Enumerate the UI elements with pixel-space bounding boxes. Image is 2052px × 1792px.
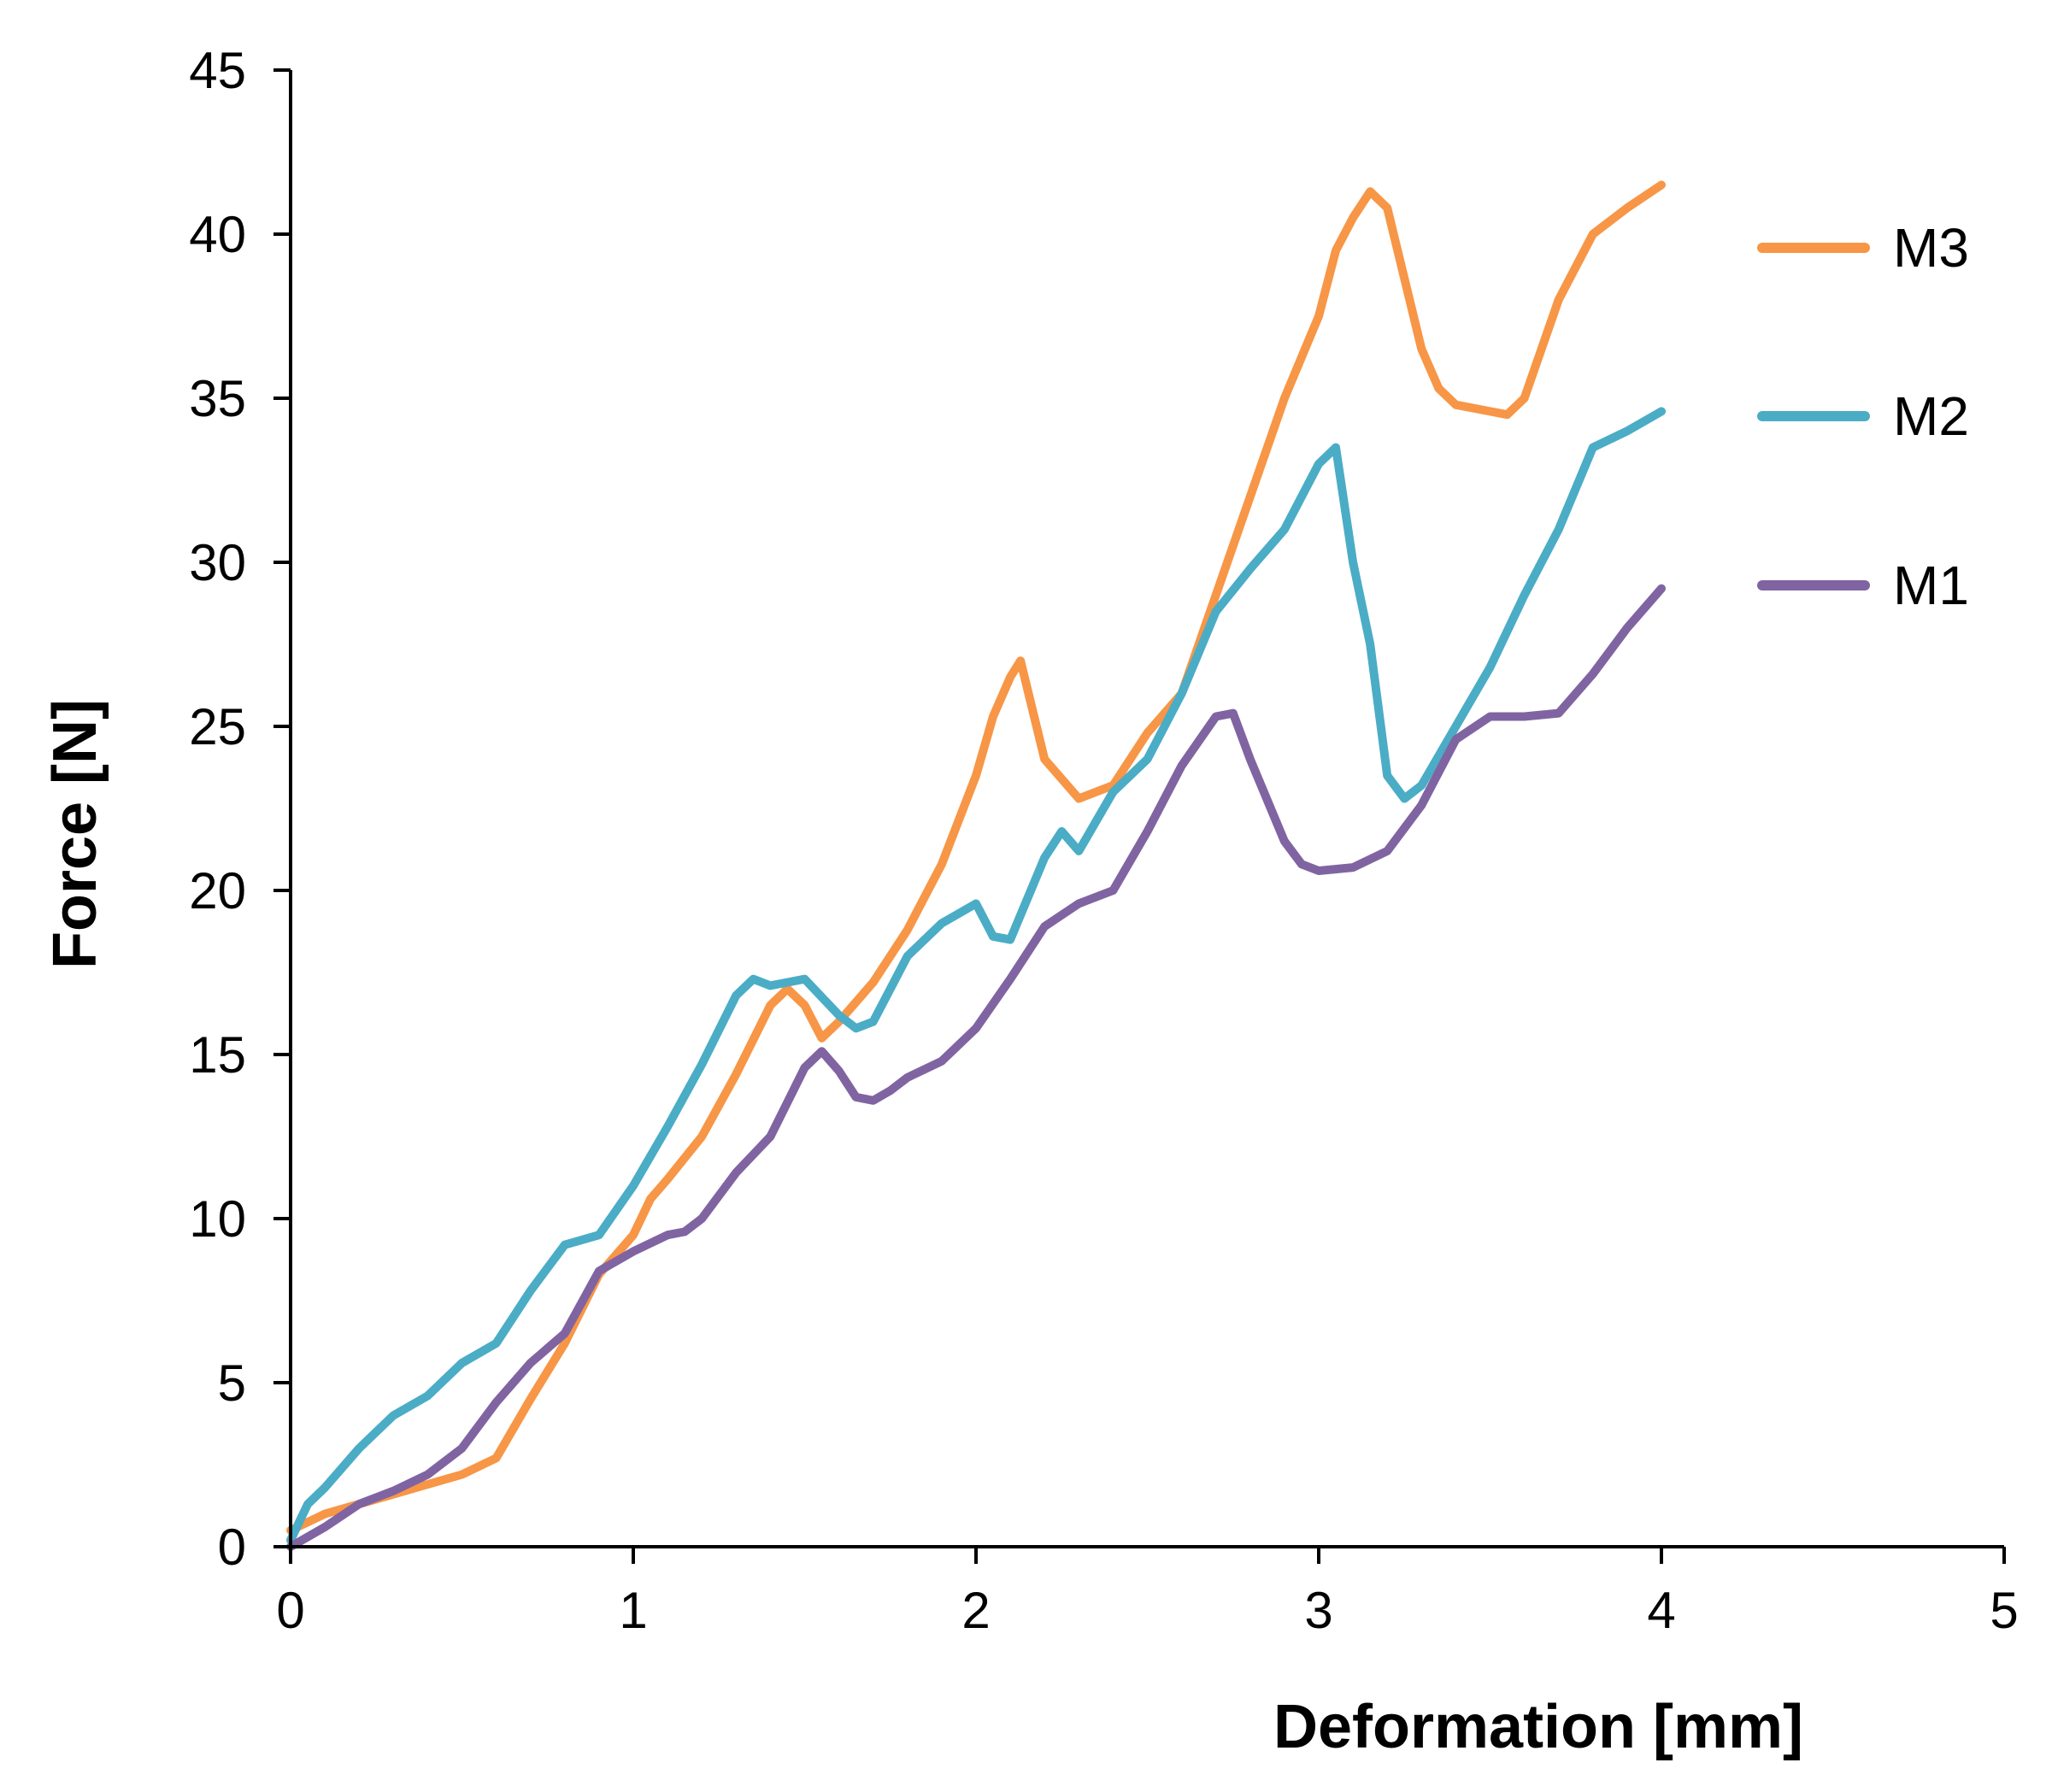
series-line-m1	[286, 584, 1666, 1551]
y-tick-label: 10	[189, 1190, 246, 1248]
x-tick-label: 5	[1990, 1582, 2018, 1639]
legend: M3 M2 M1	[1757, 217, 1969, 616]
y-tick-label: 5	[218, 1354, 246, 1412]
y-tick-label: 25	[189, 698, 246, 755]
x-axis-ticks: 0 1 2 3 4 5	[276, 1547, 2019, 1639]
legend-item-m2: M2	[1757, 385, 1969, 447]
x-tick-label: 2	[961, 1582, 990, 1639]
series-line-m2	[286, 407, 1666, 1545]
y-tick-label: 45	[189, 42, 246, 99]
legend-item-m1: M1	[1757, 555, 1969, 616]
x-tick-label: 0	[276, 1582, 304, 1639]
x-tick-label: 1	[619, 1582, 647, 1639]
y-tick-label: 40	[189, 206, 246, 263]
x-axis-title: Deformation [mm]	[1273, 1693, 1803, 1761]
legend-label: M2	[1893, 385, 1969, 447]
legend-item-m3: M3	[1757, 217, 1969, 279]
y-axis-title: Force [N]	[41, 699, 109, 969]
x-tick-label: 4	[1647, 1582, 1675, 1639]
x-tick-label: 3	[1304, 1582, 1332, 1639]
y-tick-label: 35	[189, 370, 246, 427]
y-tick-label: 0	[218, 1519, 246, 1576]
y-axis-ticks: 0 5 10 15 20 25 30 35 40 45	[189, 42, 291, 1576]
y-tick-label: 30	[189, 534, 246, 591]
y-tick-label: 15	[189, 1026, 246, 1084]
y-tick-label: 20	[189, 862, 246, 920]
series-line-m3	[286, 180, 1666, 1535]
legend-label: M1	[1893, 555, 1969, 616]
plot-lines	[286, 180, 1666, 1551]
legend-label: M3	[1893, 217, 1969, 279]
